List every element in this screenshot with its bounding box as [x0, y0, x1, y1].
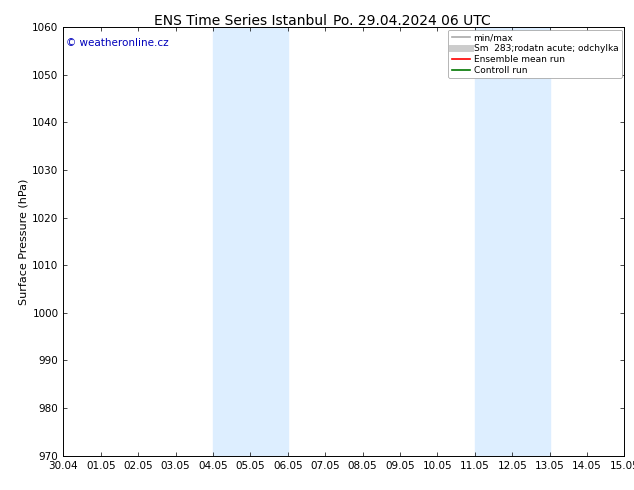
Bar — [213, 27, 288, 456]
Y-axis label: Surface Pressure (hPa): Surface Pressure (hPa) — [18, 178, 28, 304]
Legend: min/max, Sm  283;rodatn acute; odchylka, Ensemble mean run, Controll run: min/max, Sm 283;rodatn acute; odchylka, … — [448, 30, 622, 78]
Text: Po. 29.04.2024 06 UTC: Po. 29.04.2024 06 UTC — [333, 14, 491, 28]
Text: © weatheronline.cz: © weatheronline.cz — [66, 38, 169, 48]
Text: ENS Time Series Istanbul: ENS Time Series Istanbul — [155, 14, 327, 28]
Bar — [475, 27, 550, 456]
